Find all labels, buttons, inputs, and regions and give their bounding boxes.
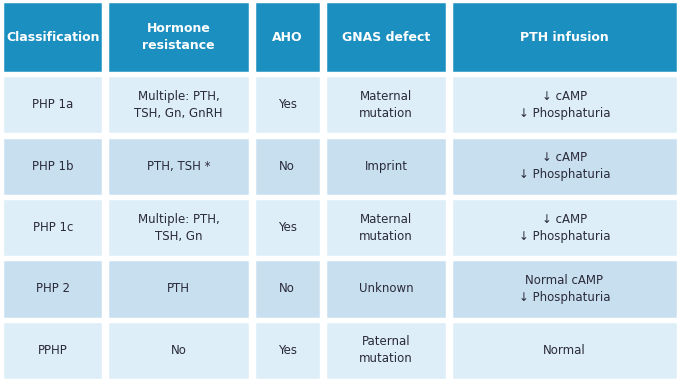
Text: ↓ cAMP
↓ Phosphaturia: ↓ cAMP ↓ Phosphaturia [519,213,610,243]
FancyBboxPatch shape [451,321,678,380]
Text: PHP 1b: PHP 1b [32,160,73,173]
Text: Imprint: Imprint [364,160,407,173]
FancyBboxPatch shape [2,1,103,73]
FancyBboxPatch shape [107,321,250,380]
Text: Yes: Yes [278,98,296,112]
Text: PHP 1a: PHP 1a [32,98,73,112]
FancyBboxPatch shape [254,1,321,73]
Text: Paternal
mutation: Paternal mutation [359,335,413,365]
FancyBboxPatch shape [451,198,678,257]
Text: Yes: Yes [278,344,296,357]
FancyBboxPatch shape [451,137,678,196]
FancyBboxPatch shape [325,75,447,134]
Text: PTH infusion: PTH infusion [520,30,609,44]
Text: No: No [279,160,295,173]
Text: Hormone
resistance: Hormone resistance [142,22,215,52]
FancyBboxPatch shape [107,137,250,196]
FancyBboxPatch shape [2,137,103,196]
Text: ↓ cAMP
↓ Phosphaturia: ↓ cAMP ↓ Phosphaturia [519,151,610,181]
FancyBboxPatch shape [107,198,250,257]
Text: Multiple: PTH,
TSH, Gn, GnRH: Multiple: PTH, TSH, Gn, GnRH [134,90,223,120]
Text: AHO: AHO [272,30,303,44]
FancyBboxPatch shape [451,1,678,73]
FancyBboxPatch shape [254,198,321,257]
Text: PPHP: PPHP [38,344,67,357]
Text: Unknown: Unknown [358,282,413,296]
Text: PTH: PTH [167,282,190,296]
Text: Classification: Classification [6,30,99,44]
Text: Multiple: PTH,
TSH, Gn: Multiple: PTH, TSH, Gn [137,213,220,243]
FancyBboxPatch shape [107,1,250,73]
FancyBboxPatch shape [325,198,447,257]
FancyBboxPatch shape [254,137,321,196]
FancyBboxPatch shape [325,1,447,73]
FancyBboxPatch shape [2,259,103,319]
FancyBboxPatch shape [254,75,321,134]
Text: Normal cAMP
↓ Phosphaturia: Normal cAMP ↓ Phosphaturia [519,274,610,304]
Text: No: No [279,282,295,296]
Text: Maternal
mutation: Maternal mutation [359,213,413,243]
FancyBboxPatch shape [451,75,678,134]
Text: PHP 1c: PHP 1c [33,221,73,234]
Text: Maternal
mutation: Maternal mutation [359,90,413,120]
FancyBboxPatch shape [325,321,447,380]
FancyBboxPatch shape [254,321,321,380]
Text: PTH, TSH *: PTH, TSH * [147,160,210,173]
FancyBboxPatch shape [254,259,321,319]
FancyBboxPatch shape [451,259,678,319]
FancyBboxPatch shape [2,198,103,257]
FancyBboxPatch shape [325,137,447,196]
Text: Yes: Yes [278,221,296,234]
FancyBboxPatch shape [107,75,250,134]
Text: GNAS defect: GNAS defect [342,30,430,44]
Text: PHP 2: PHP 2 [36,282,70,296]
Text: No: No [171,344,186,357]
FancyBboxPatch shape [2,75,103,134]
Text: ↓ cAMP
↓ Phosphaturia: ↓ cAMP ↓ Phosphaturia [519,90,610,120]
FancyBboxPatch shape [2,321,103,380]
Text: Normal: Normal [543,344,585,357]
FancyBboxPatch shape [325,259,447,319]
FancyBboxPatch shape [107,259,250,319]
